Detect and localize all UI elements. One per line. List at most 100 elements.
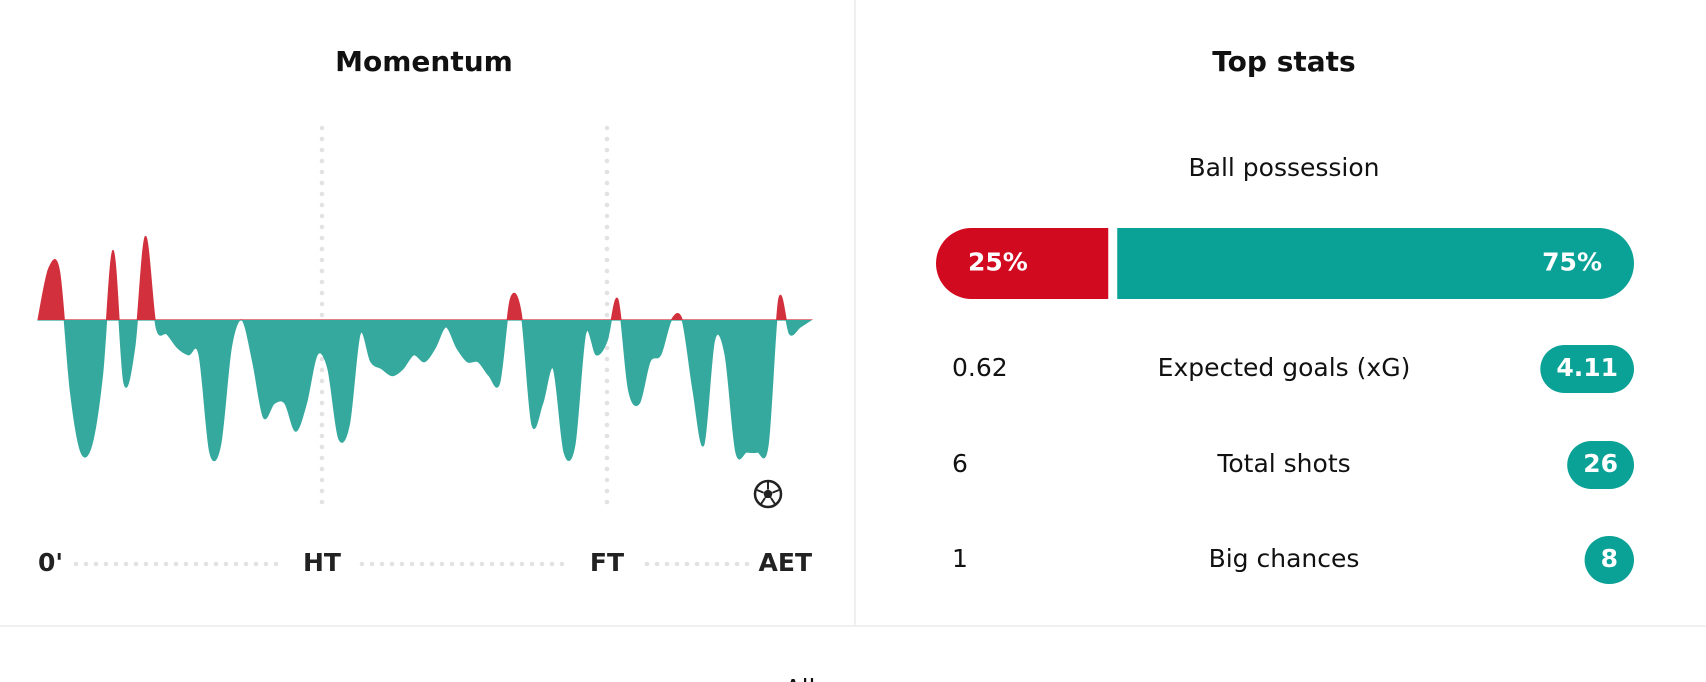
guide-dot: [319, 367, 325, 373]
possession-away: [1117, 228, 1634, 299]
guide-dot: [319, 477, 325, 483]
axis-dot: [519, 561, 525, 567]
guide-dot: [604, 499, 610, 505]
guide-dot: [604, 268, 610, 274]
possession-label: Ball possession: [1188, 153, 1379, 182]
axis-dot: [253, 561, 259, 567]
axis-dot: [83, 561, 89, 567]
axis-dot: [153, 561, 159, 567]
guide-dot: [604, 400, 610, 406]
stat-home: 1: [952, 544, 968, 573]
axis-dot: [233, 561, 239, 567]
stat-label: Total shots: [1216, 449, 1350, 478]
guide-dot: [319, 466, 325, 472]
guide-dot: [604, 433, 610, 439]
guide-dot: [604, 367, 610, 373]
axis-dot: [469, 561, 475, 567]
guide-dot: [319, 422, 325, 428]
axis-dot: [73, 561, 79, 567]
guide-dot: [604, 257, 610, 263]
possession-away-label: 75%: [1542, 248, 1602, 277]
guide-dot: [604, 301, 610, 307]
guide-dot: [604, 378, 610, 384]
axis-dot: [644, 561, 650, 567]
guide-dot: [319, 147, 325, 153]
axis-dot: [123, 561, 129, 567]
axis-dot: [223, 561, 229, 567]
axis-dot: [684, 561, 690, 567]
guide-dot: [604, 356, 610, 362]
axis-dot: [243, 561, 249, 567]
axis-dot: [664, 561, 670, 567]
goal-icon: [753, 479, 783, 509]
axis-dot: [389, 561, 395, 567]
stat-away-pill: [1584, 536, 1634, 584]
axis-dot: [419, 561, 425, 567]
guide-dot: [319, 224, 325, 230]
axis-dot: [559, 561, 565, 567]
axis-dot: [694, 561, 700, 567]
guide-dot: [319, 213, 325, 219]
guide-dot: [319, 257, 325, 263]
guide-dot: [319, 235, 325, 241]
guide-dot: [604, 466, 610, 472]
axis-dot: [113, 561, 119, 567]
guide-dot: [319, 356, 325, 362]
axis-dot: [93, 561, 99, 567]
guide-dot: [604, 345, 610, 351]
guide-dot: [604, 455, 610, 461]
guide-dot: [604, 213, 610, 219]
axis-dot: [143, 561, 149, 567]
axis-dot: [399, 561, 405, 567]
guide-dot: [604, 158, 610, 164]
axis-dot: [369, 561, 375, 567]
guide-dot: [604, 477, 610, 483]
stat-label: Expected goals (xG): [1158, 353, 1411, 382]
tab-all[interactable]: All: [785, 674, 816, 682]
guide-dot: [319, 191, 325, 197]
axis-dot: [654, 561, 660, 567]
stat-home: 6: [952, 449, 968, 478]
guide-dot: [319, 136, 325, 142]
guide-dot: [604, 191, 610, 197]
guide-dot: [604, 312, 610, 318]
guide-dot: [604, 224, 610, 230]
guide-dot: [319, 290, 325, 296]
axis-dot: [704, 561, 710, 567]
guide-dot: [604, 411, 610, 417]
guide-dot: [604, 180, 610, 186]
guide-dot: [604, 444, 610, 450]
guide-dot: [319, 169, 325, 175]
guide-dot: [604, 389, 610, 395]
axis-dot: [103, 561, 109, 567]
guide-dot: [604, 136, 610, 142]
timeline-dots: [73, 125, 750, 567]
axis-dot: [509, 561, 515, 567]
guide-dot: [319, 246, 325, 252]
guide-dot: [319, 180, 325, 186]
guide-dot: [604, 422, 610, 428]
axis-dot: [529, 561, 535, 567]
guide-dot: [319, 433, 325, 439]
axis-dot: [163, 561, 169, 567]
axis-dot: [479, 561, 485, 567]
axis-dot: [213, 561, 219, 567]
axis-dot: [359, 561, 365, 567]
guide-dot: [604, 488, 610, 494]
axis-dot: [489, 561, 495, 567]
axis-dot: [714, 561, 720, 567]
axis-dot: [549, 561, 555, 567]
timeline-label: AET: [759, 548, 812, 577]
axis-dot: [409, 561, 415, 567]
guide-dot: [604, 246, 610, 252]
stat-home: 0.62: [952, 353, 1008, 382]
axis-dot: [499, 561, 505, 567]
guide-dot: [319, 301, 325, 307]
axis-dot: [263, 561, 269, 567]
top-stats-title: Top stats: [1212, 45, 1355, 78]
stat-away: 26: [1583, 449, 1618, 478]
guide-dot: [319, 455, 325, 461]
guide-dot: [319, 488, 325, 494]
axis-dot: [173, 561, 179, 567]
guide-dot: [319, 158, 325, 164]
